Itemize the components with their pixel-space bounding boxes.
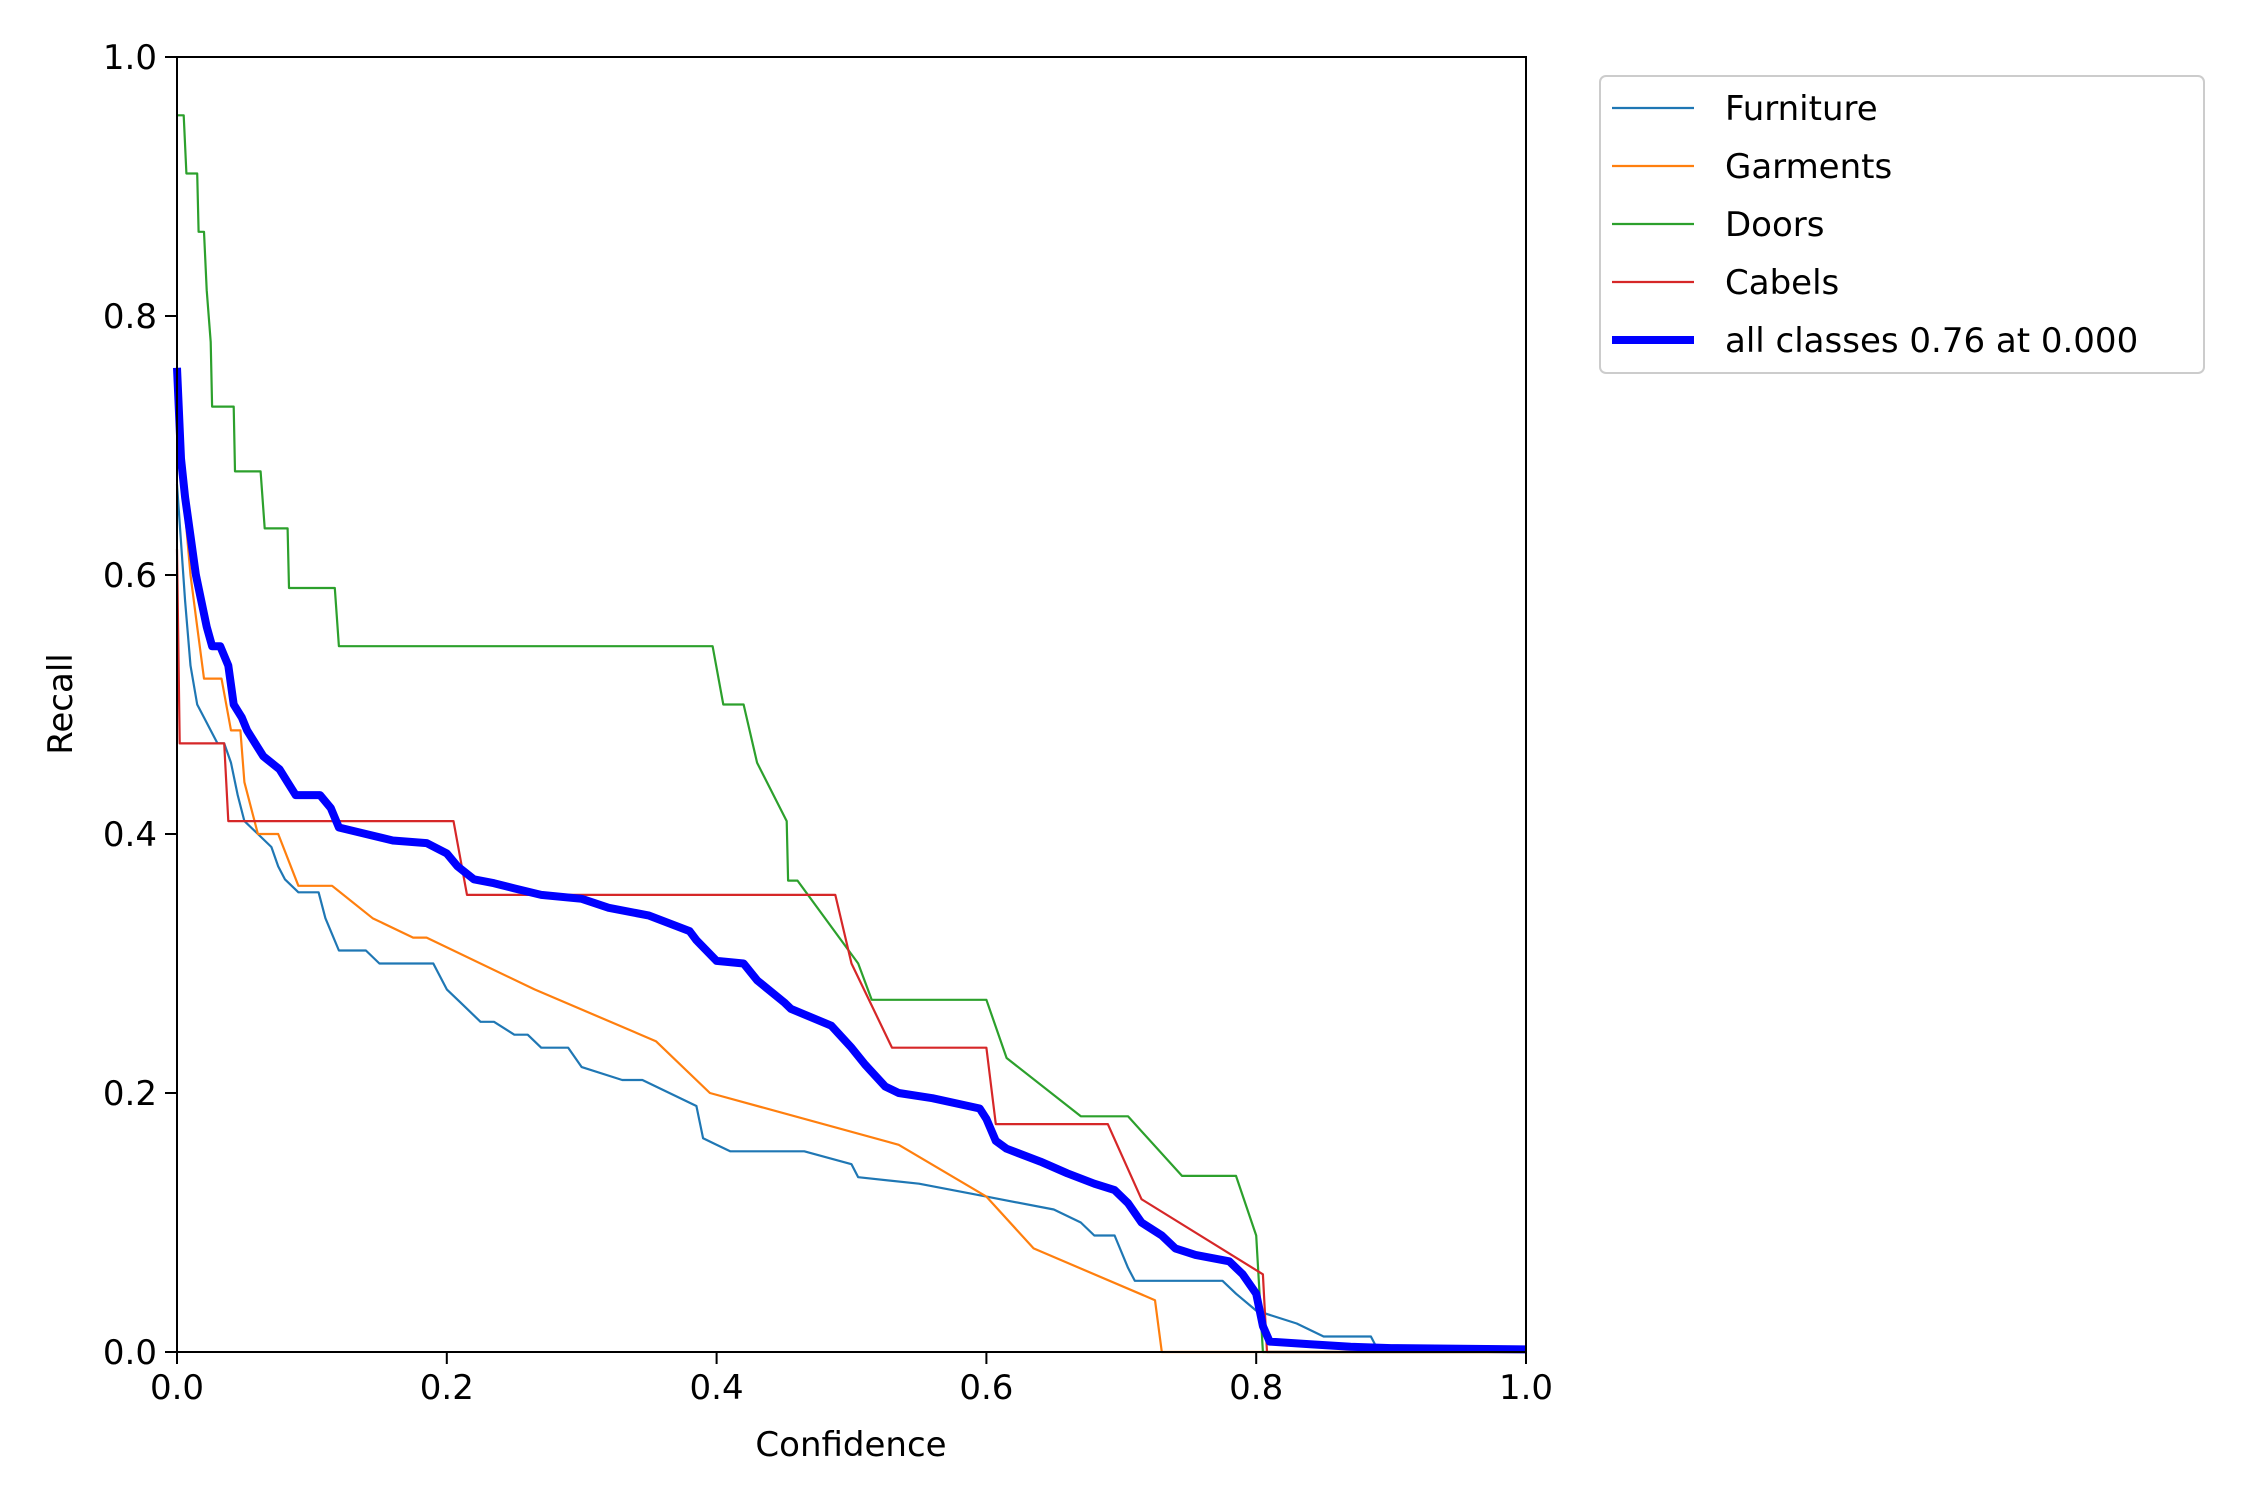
series-line-4 [173, 367, 1527, 1354]
x-tick-label: 0.6 [959, 1368, 1013, 1408]
y-tick-label: 1.0 [103, 38, 157, 78]
legend-label: Doors [1725, 205, 1824, 245]
legend: Furniture Garments Doors Cabels all classes … [1599, 75, 2205, 374]
series-line-0 [175, 484, 1526, 1351]
y-tick-label: 0.8 [103, 297, 157, 337]
x-tick-label: 0.4 [690, 1368, 744, 1408]
plot-area-frame [176, 56, 1527, 1353]
series-line-2 [177, 114, 1526, 1354]
y-axis: 0.0 0.2 0.4 0.6 0.8 1.0 [103, 38, 177, 1373]
y-axis-label: Recall [41, 653, 81, 754]
x-tick-label: 0.0 [150, 1368, 204, 1408]
y-tick-label: 0.2 [103, 1074, 157, 1114]
series-line-1 [175, 419, 1526, 1354]
legend-label: Garments [1725, 147, 1892, 187]
y-tick-label: 0.4 [103, 815, 157, 855]
x-tick-label: 1.0 [1499, 1368, 1553, 1408]
x-tick-label: 0.8 [1229, 1368, 1283, 1408]
series-line-3 [175, 549, 1526, 1354]
y-tick-label: 0.0 [103, 1333, 157, 1373]
legend-frame [1599, 75, 2205, 374]
legend-label: all classes 0.76 at 0.000 [1725, 321, 2138, 361]
y-tick-label: 0.6 [103, 556, 157, 596]
legend-label: Furniture [1725, 89, 1878, 129]
x-axis: 0.0 0.2 0.4 0.6 0.8 1.0 [150, 1352, 1553, 1408]
x-tick-label: 0.2 [420, 1368, 474, 1408]
x-axis-label: Confidence [755, 1425, 946, 1465]
legend-label: Cabels [1725, 263, 1839, 303]
series-layer [173, 114, 1527, 1354]
